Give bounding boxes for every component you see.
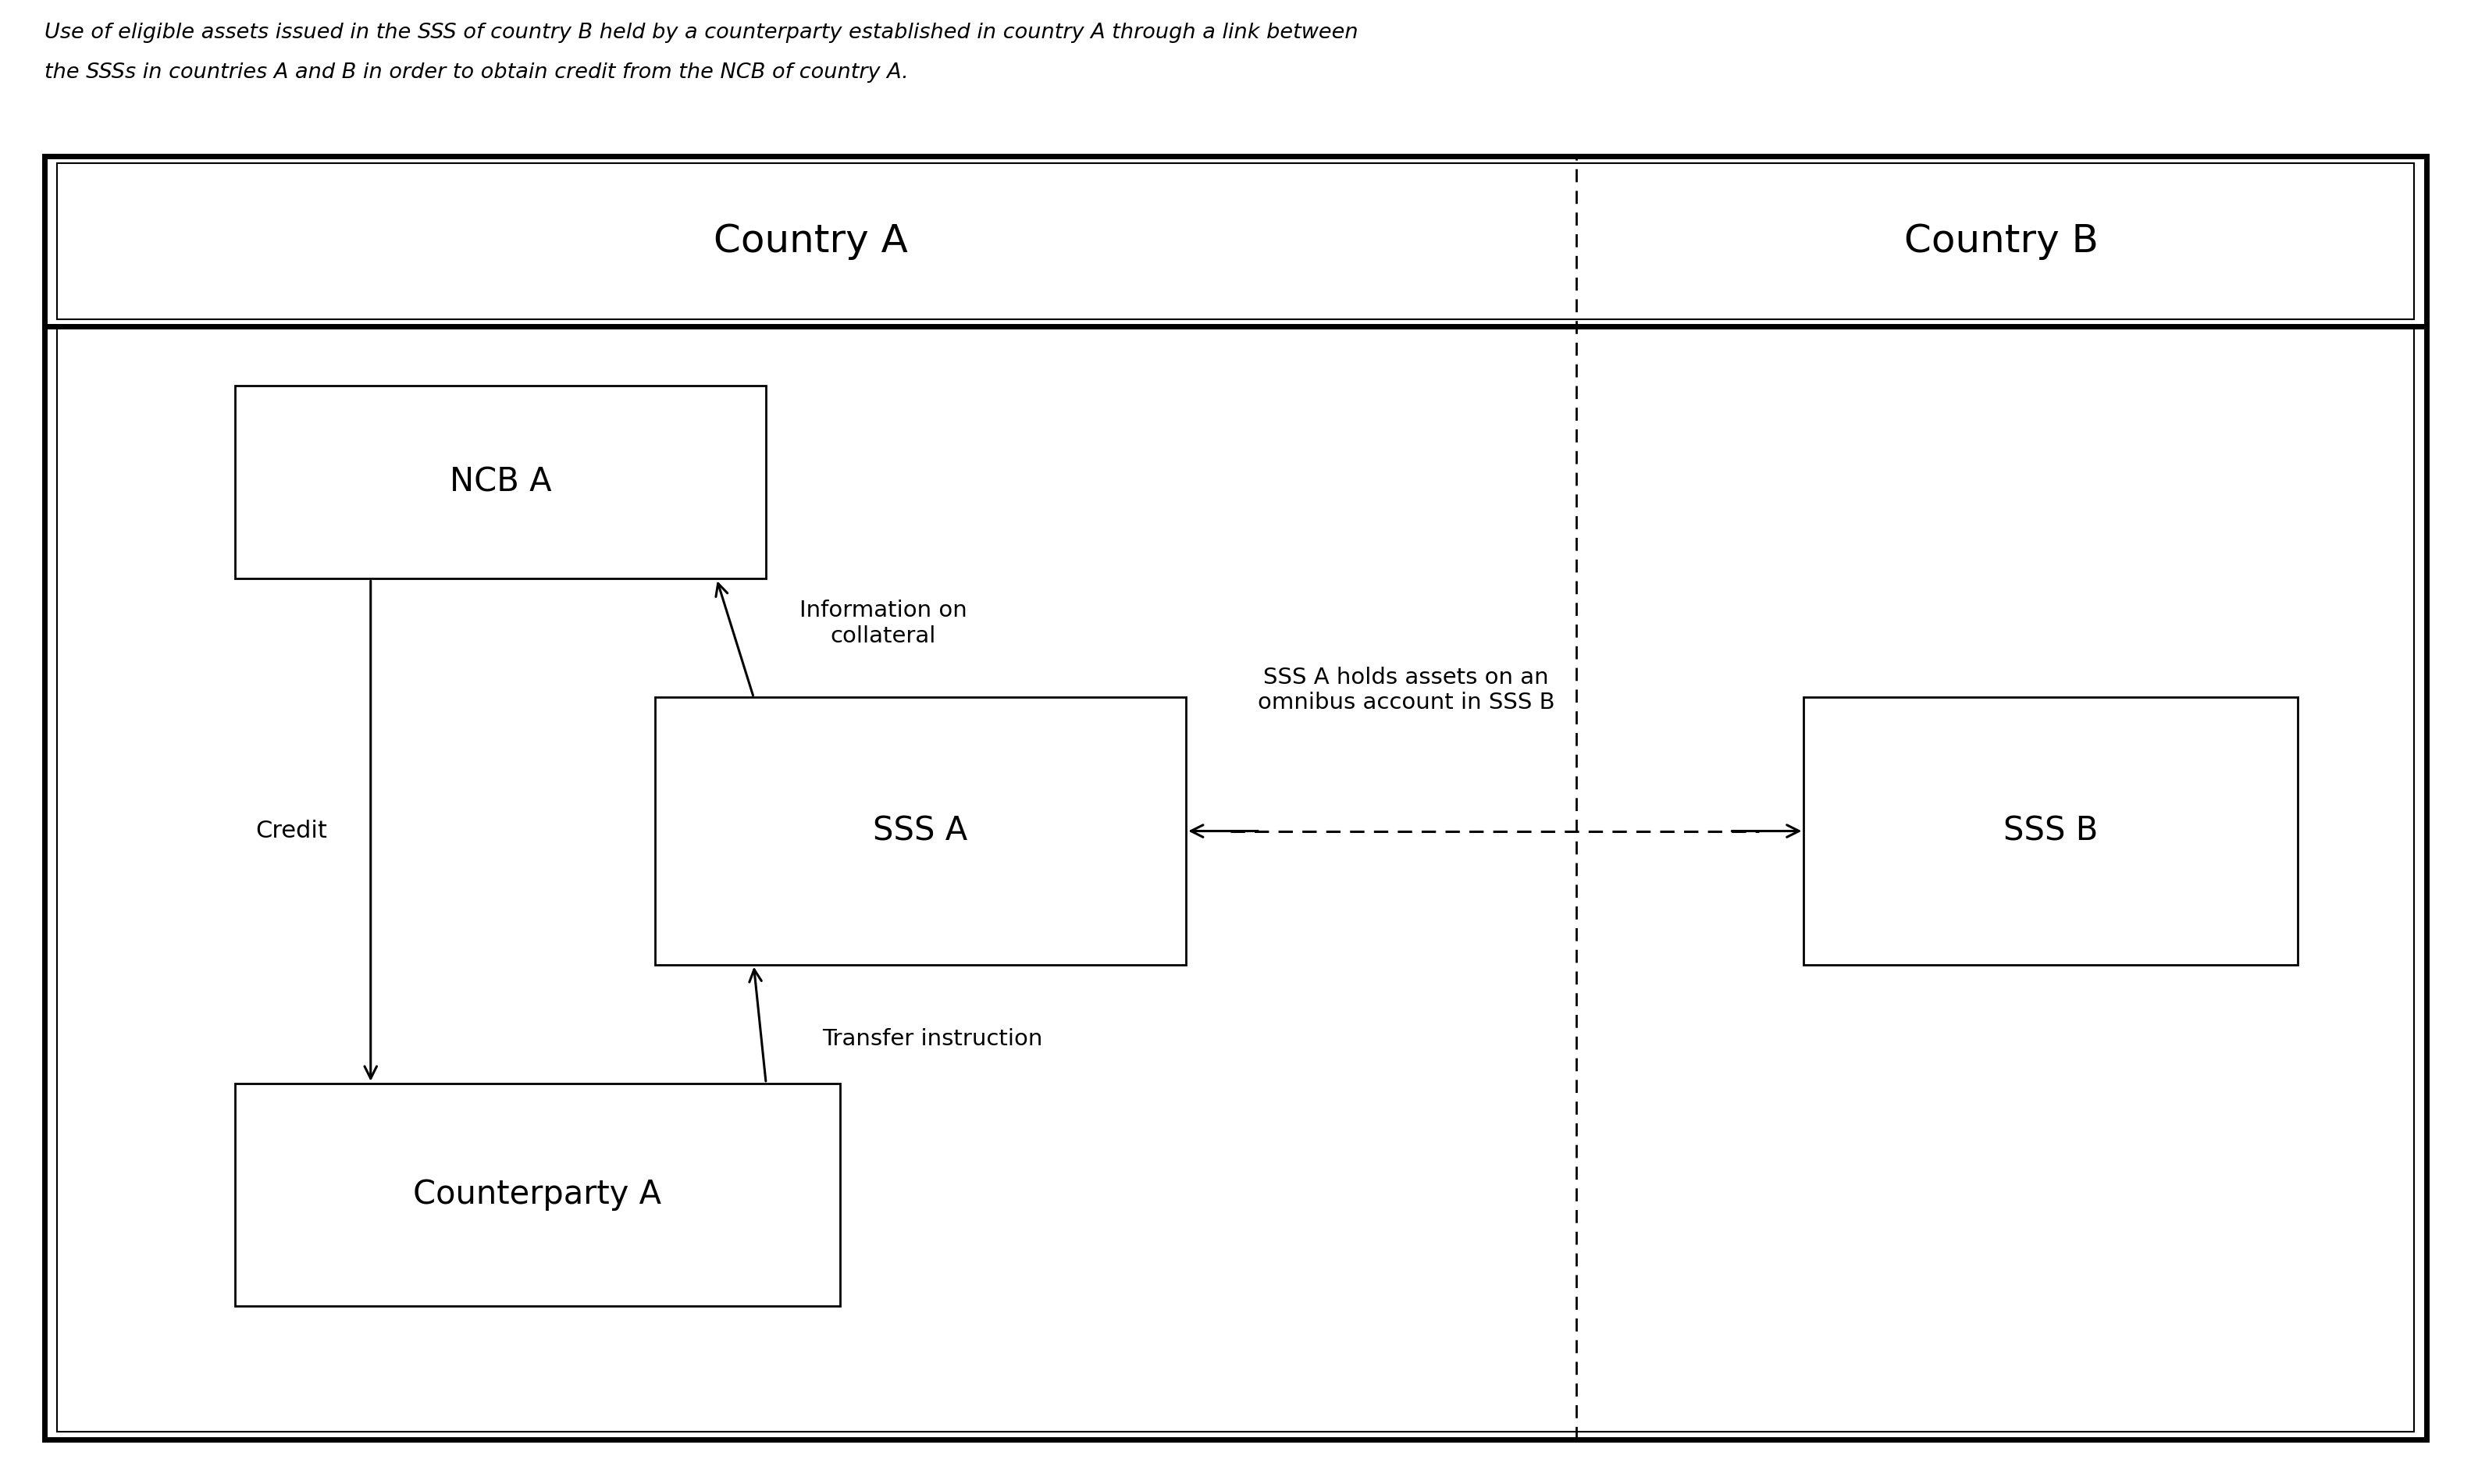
Text: SSS A: SSS A — [872, 815, 969, 847]
Text: SSS A holds assets on an
omnibus account in SSS B: SSS A holds assets on an omnibus account… — [1258, 666, 1554, 714]
Text: Transfer instruction: Transfer instruction — [823, 1028, 1043, 1049]
Bar — [44, 156, 2427, 326]
Text: Country B: Country B — [1905, 223, 2098, 260]
Bar — [655, 697, 1186, 965]
Bar — [44, 156, 2427, 1439]
Bar — [235, 386, 766, 579]
Text: SSS B: SSS B — [2004, 815, 2098, 847]
Bar — [1804, 697, 2298, 965]
Text: Counterparty A: Counterparty A — [413, 1178, 662, 1211]
Text: NCB A: NCB A — [450, 466, 551, 499]
Bar — [57, 163, 2414, 319]
Text: Use of eligible assets issued in the SSS of country B held by a counterparty est: Use of eligible assets issued in the SSS… — [44, 22, 1359, 43]
Text: Country A: Country A — [714, 223, 907, 260]
Bar — [57, 163, 2414, 1432]
Bar — [235, 1083, 840, 1306]
Text: the SSSs in countries A and B in order to obtain credit from the NCB of country : the SSSs in countries A and B in order t… — [44, 62, 909, 83]
Text: Information on
collateral: Information on collateral — [801, 600, 966, 647]
Text: Credit: Credit — [255, 819, 329, 843]
